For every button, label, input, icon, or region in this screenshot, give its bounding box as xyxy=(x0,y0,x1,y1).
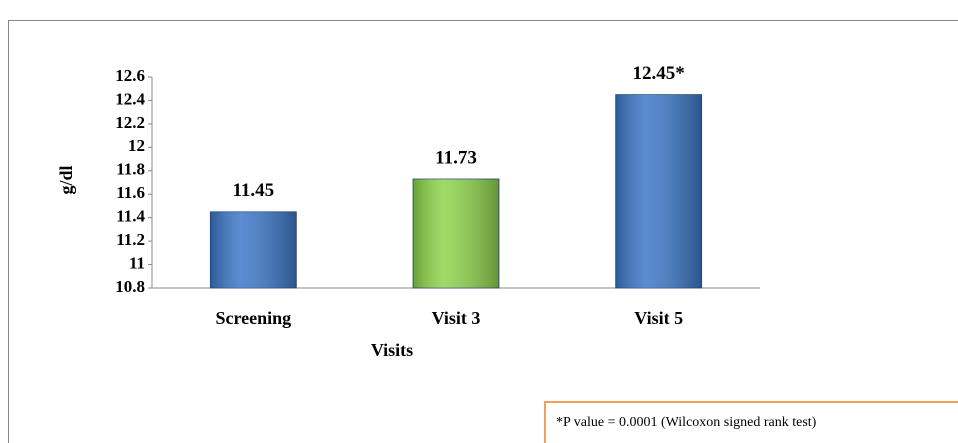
y-tick-label: 11 xyxy=(129,253,145,272)
bar xyxy=(615,94,703,289)
y-tick-label: 12.4 xyxy=(115,89,145,108)
x-tick-label: Visit 5 xyxy=(634,308,683,328)
y-tick-label: 11.6 xyxy=(116,183,145,202)
annotation: *P value = 0.0001 (Wilcoxon signed rank … xyxy=(556,415,817,430)
x-tick-label: Visit 3 xyxy=(432,308,481,328)
value-label: 12.45* xyxy=(633,63,685,84)
x-tick-label: Screening xyxy=(215,308,291,328)
y-tick-label: 10.8 xyxy=(115,277,145,296)
x-axis-title: Visits xyxy=(371,340,413,360)
chart-frame xyxy=(8,20,958,443)
bar xyxy=(412,178,500,289)
y-tick-label: 12 xyxy=(128,136,145,155)
annotation-box xyxy=(544,401,958,443)
value-label: 11.45 xyxy=(232,180,274,201)
y-tick-label: 11.8 xyxy=(116,160,145,179)
bar xyxy=(209,211,297,289)
y-tick-label: 12.6 xyxy=(115,66,145,85)
y-axis-title: g/dl xyxy=(56,165,76,194)
y-tick-label: 11.2 xyxy=(116,230,145,249)
y-tick-label: 11.4 xyxy=(116,207,145,226)
y-tick-label: 12.2 xyxy=(115,113,145,132)
value-label: 11.73 xyxy=(435,147,477,168)
